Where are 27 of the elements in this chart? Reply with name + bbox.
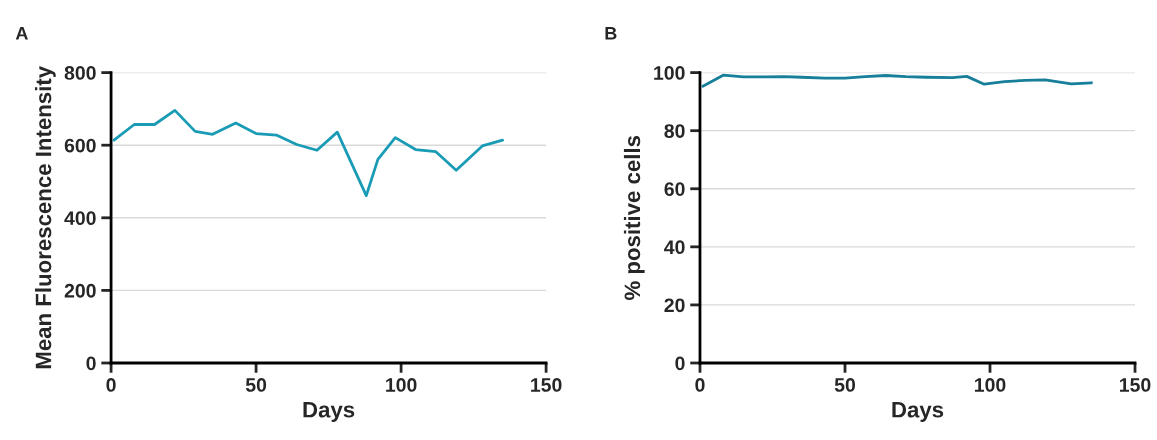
x-tick-label: 150 [531, 378, 562, 392]
y-axis-title: Mean Fluorescence Intensity [35, 66, 56, 369]
y-tick-label: 400 [64, 211, 96, 226]
x-tick-label: 100 [975, 378, 1006, 392]
line-series [112, 108, 504, 198]
y-tick-label: 0 [675, 356, 685, 371]
y-axis-title: % positive cells [623, 135, 645, 300]
y-tick-label: 80 [664, 124, 685, 138]
x-tick-label: 0 [695, 378, 705, 392]
x-tick-label: 50 [245, 378, 267, 392]
x-tick-label: 150 [1120, 378, 1151, 392]
text: B [605, 27, 617, 40]
y-tick-label: 100 [654, 66, 685, 80]
x-tick-label: 50 [834, 378, 856, 392]
y-tick-label: 200 [64, 283, 96, 298]
y-tick-label: 0 [86, 356, 96, 371]
line-series [701, 73, 1093, 88]
x-axis-title: Days [303, 402, 355, 422]
y-tick-label: 600 [64, 138, 96, 153]
y-tick-label: 40 [664, 240, 685, 255]
y-tick-label: 800 [64, 66, 96, 80]
x-axis-title: Days [892, 402, 944, 422]
x-tick-label: 0 [106, 378, 116, 392]
x-tick-label: 100 [386, 378, 417, 392]
text: A [15, 27, 28, 40]
y-tick-label: 20 [664, 298, 685, 313]
y-tick-label: 60 [664, 182, 685, 196]
